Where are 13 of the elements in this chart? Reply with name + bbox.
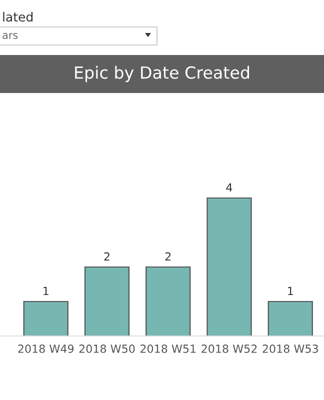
data-label: 4: [226, 183, 232, 192]
text: ars: [2, 33, 18, 40]
x-tick-label: 2018 W53: [262, 344, 318, 353]
x-tick-label: 2018 W52: [202, 344, 257, 353]
x-tick-label: 2018 W50: [79, 344, 135, 353]
chart-title: Epic by Date Created: [75, 66, 249, 82]
data-label: 1: [44, 286, 48, 296]
text: lated: [3, 12, 33, 22]
x-tick-label: 2018 W51: [140, 344, 196, 353]
x-tick-label: 2018 W49: [18, 344, 74, 353]
data-label: 1: [288, 286, 293, 296]
data-label: 2: [165, 252, 171, 261]
data-label: 2: [104, 252, 110, 261]
